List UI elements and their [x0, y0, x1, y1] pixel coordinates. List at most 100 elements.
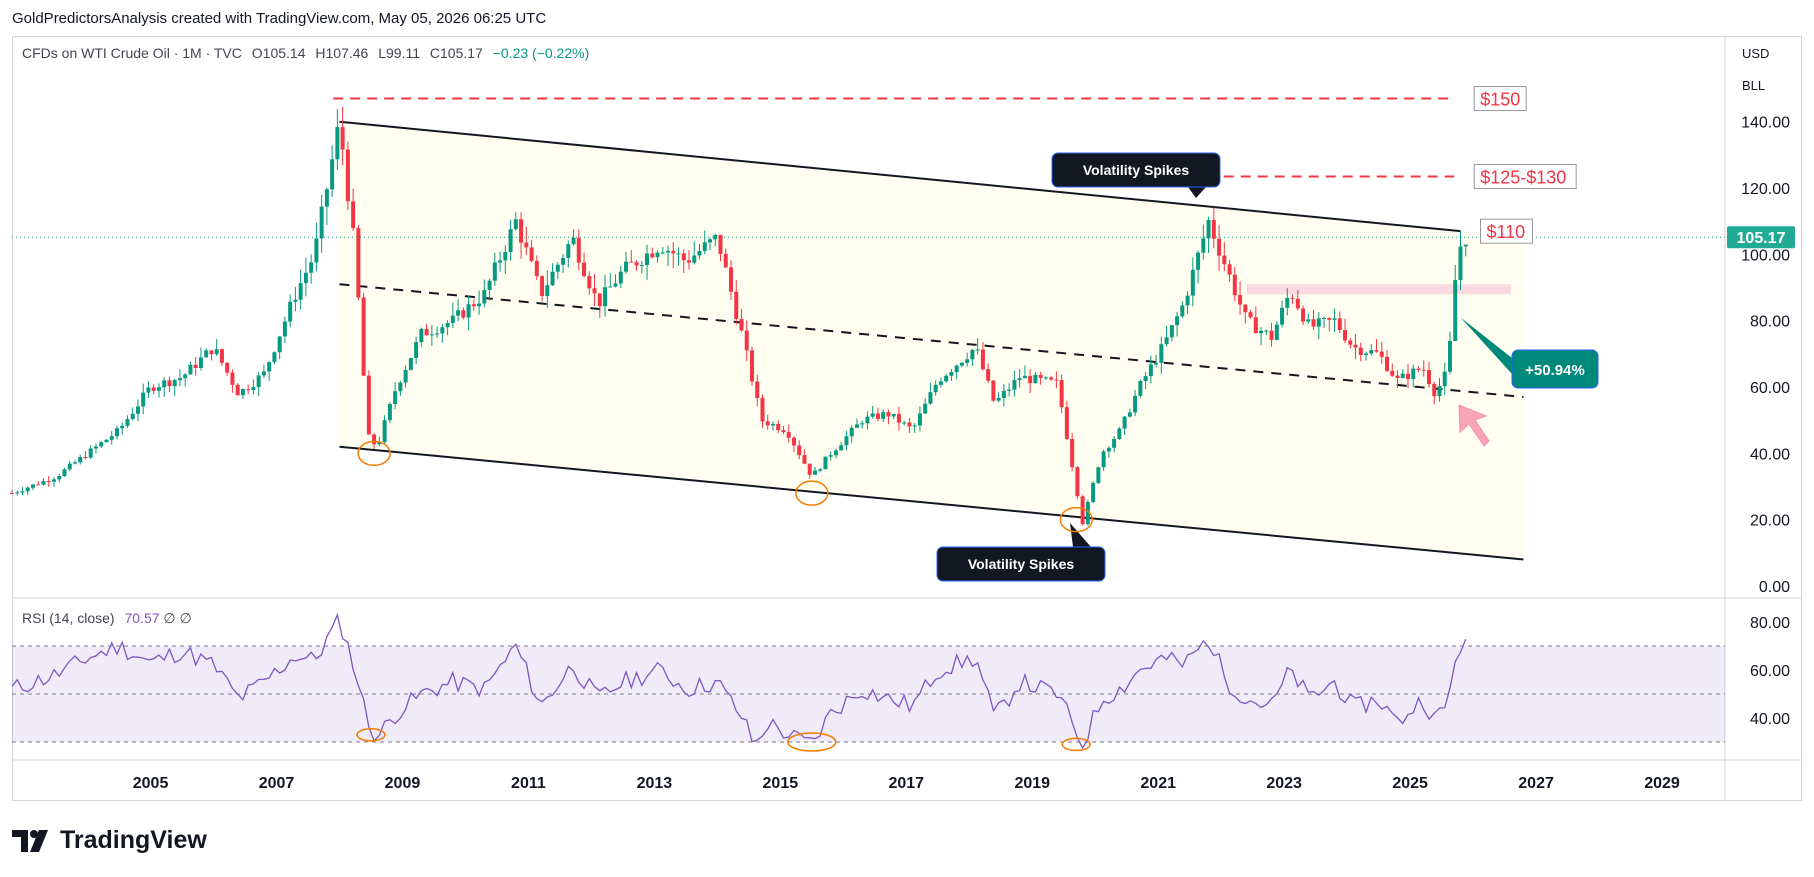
candle-body: [408, 358, 413, 370]
candle-body: [1227, 264, 1232, 275]
price-tick-label: 120.00: [1741, 181, 1790, 198]
candle-body: [62, 469, 67, 476]
candle-body: [57, 475, 62, 480]
candle-body: [141, 392, 146, 407]
candle-body: [849, 427, 854, 437]
pink-arrow-icon: [1458, 404, 1490, 447]
callout-text: Volatility Spikes: [968, 556, 1075, 572]
candle-body: [272, 352, 277, 363]
price-tick-label: 100.00: [1741, 247, 1790, 264]
candle-body: [608, 286, 613, 288]
candle-body: [303, 272, 308, 284]
candle-body: [708, 239, 713, 243]
change-value: −0.23 (−0.22%): [492, 45, 590, 61]
candle-body: [125, 419, 130, 426]
candle-body: [1096, 467, 1101, 483]
candle-body: [660, 252, 665, 254]
candle-body: [1374, 350, 1379, 352]
candle-body: [1175, 316, 1180, 326]
price-level-box: [1479, 218, 1533, 244]
time-tick-label: 2021: [1140, 775, 1176, 792]
candle-body: [83, 457, 88, 459]
candle-body: [15, 492, 20, 494]
candle-body: [1343, 330, 1348, 341]
currency-label[interactable]: USD: [1742, 46, 1770, 61]
candle-body: [10, 493, 14, 495]
candle-body: [1059, 380, 1064, 408]
annotations-layer: $150 $125-$130 $110 Volatility Spikes Volati…: [333, 86, 1599, 582]
close-value: C105.17: [429, 45, 483, 61]
gain-text: +50.94%: [1525, 362, 1585, 379]
price-level-label: $125-$130: [1480, 167, 1566, 187]
candle-body: [954, 365, 959, 373]
low-circle: [795, 480, 829, 506]
candle-body: [1280, 307, 1285, 325]
time-tick-label: 2023: [1266, 775, 1302, 792]
candle-body: [246, 389, 251, 391]
candle-body: [120, 425, 125, 429]
rsi-label[interactable]: RSI (14, close): [22, 610, 115, 626]
candle-body: [555, 264, 560, 272]
candle-body: [1316, 318, 1321, 327]
candle-body: [865, 416, 870, 424]
candle-body: [1385, 356, 1390, 371]
candle-body: [177, 378, 182, 381]
candle-body: [1353, 344, 1358, 348]
candle-body: [1232, 274, 1237, 296]
candle-body: [975, 349, 980, 351]
time-tick-label: 2015: [763, 775, 799, 792]
candle-body: [372, 434, 377, 445]
symbol-name[interactable]: CFDs on WTI Crude Oil · 1M · TVC: [22, 45, 242, 61]
candle-body: [361, 297, 366, 376]
candle-body: [1148, 364, 1153, 377]
unit-label[interactable]: BLL: [1742, 78, 1766, 93]
candle-body: [403, 369, 408, 383]
candle-body: [728, 267, 733, 292]
candle-body: [1185, 295, 1190, 306]
candle-body: [881, 412, 886, 419]
time-tick-label: 2027: [1518, 775, 1554, 792]
candle-body: [944, 375, 949, 382]
candle-body: [1416, 368, 1421, 370]
candle-body: [1043, 377, 1048, 379]
candle-body: [135, 406, 140, 414]
candle-body: [382, 420, 387, 443]
candle-body: [823, 456, 828, 470]
candle-body: [41, 480, 46, 485]
candle-body: [870, 413, 875, 417]
candle-body: [225, 362, 230, 373]
candle-body: [1017, 378, 1022, 381]
candle-body: [1322, 318, 1327, 320]
candle-body: [1117, 428, 1122, 439]
candle-body: [687, 260, 692, 263]
candle-body: [1190, 269, 1195, 296]
candle-body: [1033, 374, 1038, 384]
candle-body: [366, 375, 371, 435]
candle-body: [1290, 297, 1295, 299]
candle-body: [1248, 312, 1253, 318]
candle-body: [1427, 370, 1432, 385]
candle-body: [204, 350, 209, 358]
time-tick-label: 2007: [259, 775, 295, 792]
candle-body: [1285, 297, 1290, 308]
candle-body: [1049, 377, 1054, 380]
candle-body: [1364, 353, 1369, 356]
candle-body: [734, 291, 739, 320]
candle-body: [1437, 386, 1442, 397]
rsi-low-circle: [1061, 737, 1092, 752]
candle-body: [1463, 244, 1468, 247]
candle-body: [214, 349, 219, 355]
candle-body: [1432, 384, 1437, 397]
candle-body: [970, 349, 975, 360]
candle-body: [345, 149, 350, 202]
candle-body: [933, 384, 938, 393]
candle-body: [697, 251, 702, 256]
candle-body: [198, 357, 203, 368]
candle-body: [844, 436, 849, 446]
candle-body: [1154, 362, 1159, 365]
price-level-box: [1473, 163, 1577, 189]
candle-body: [1332, 318, 1337, 320]
candle-body: [1211, 220, 1216, 239]
low-value: L99.11: [378, 45, 420, 61]
